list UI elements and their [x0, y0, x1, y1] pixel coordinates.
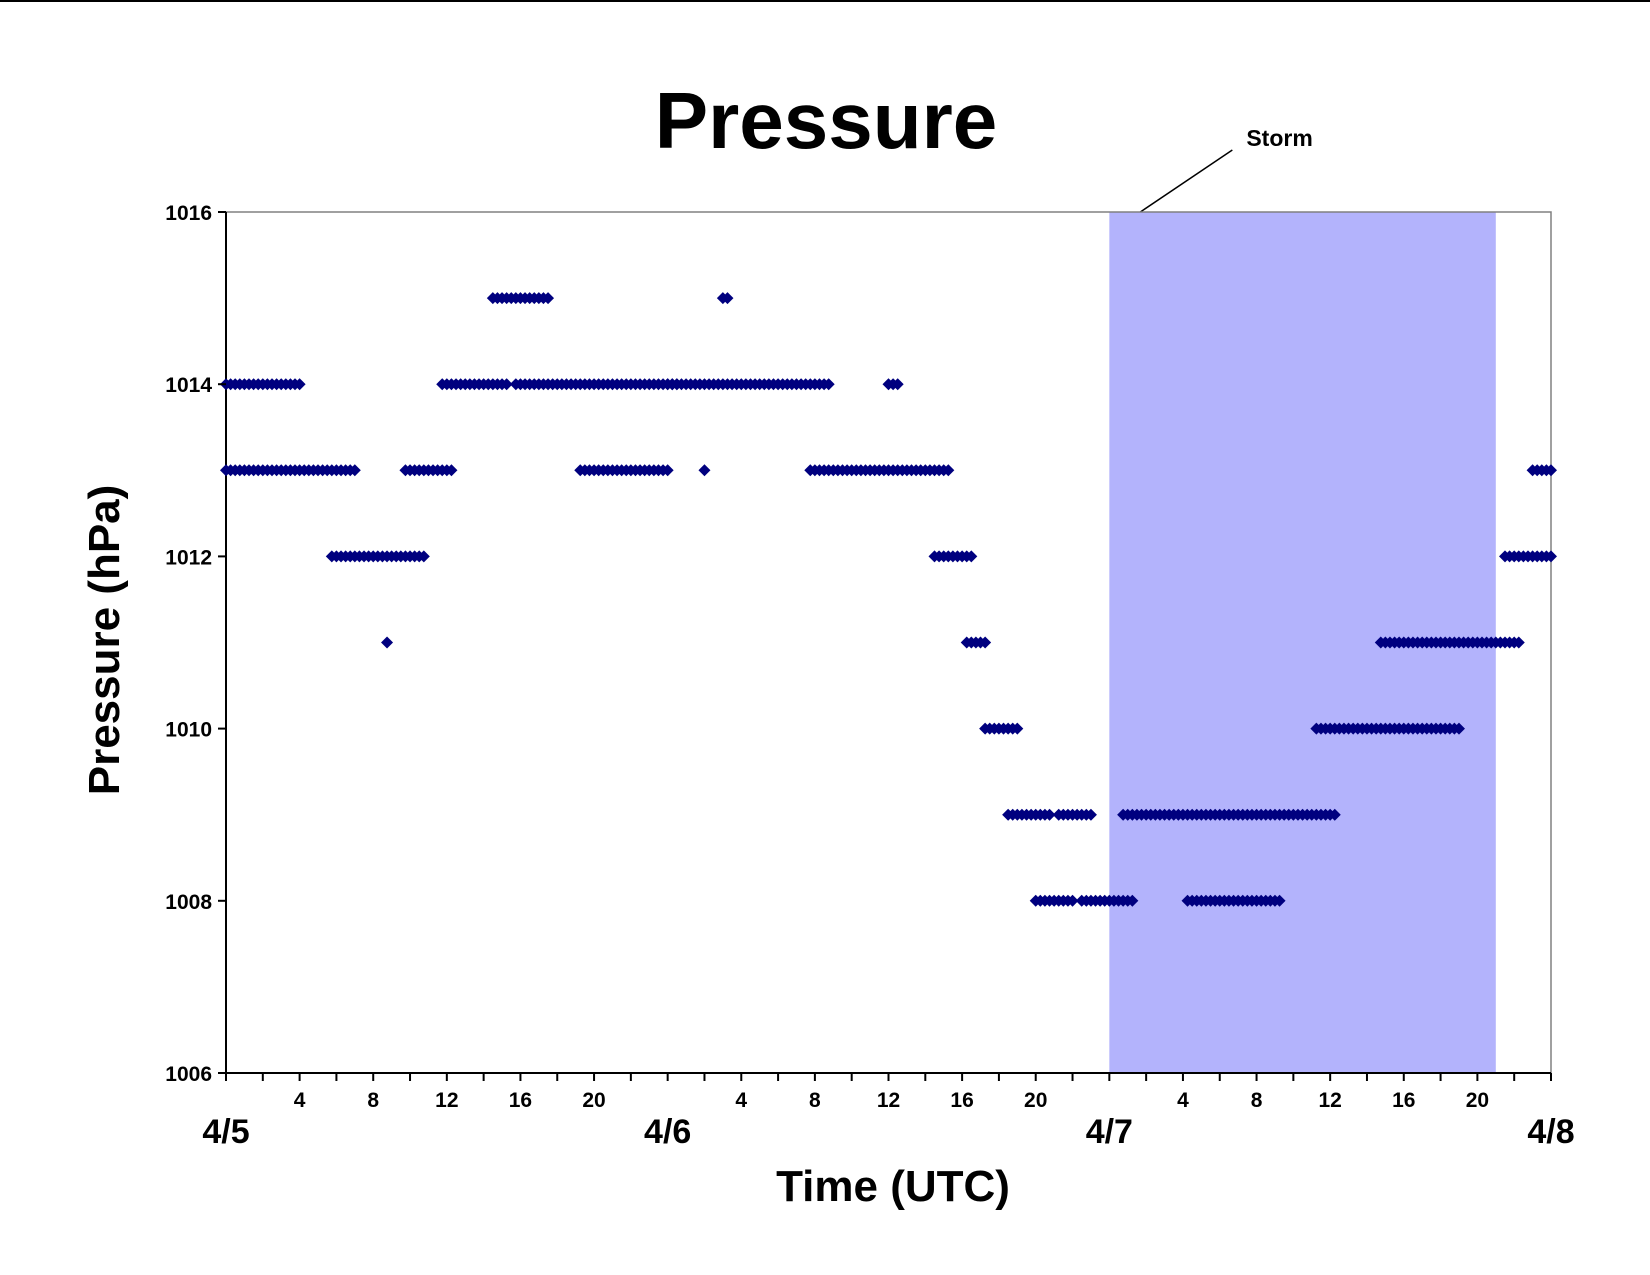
data-point	[1273, 894, 1286, 907]
x-hour-label: 12	[1318, 1089, 1341, 1112]
y-axis-title: Pressure (hPa)	[80, 485, 129, 796]
x-date-labels: 4/5 4/6 4/7 4/8	[202, 1113, 1574, 1151]
x-hour-label: 4	[294, 1089, 306, 1112]
x-axis-title: Time (UTC)	[776, 1162, 1010, 1211]
data-point	[500, 378, 513, 391]
x-hour-label: 16	[509, 1089, 532, 1112]
data-point	[381, 636, 394, 649]
x-hour-label: 12	[435, 1089, 458, 1112]
data-point	[1084, 808, 1097, 821]
data-points	[220, 292, 1557, 907]
data-point	[293, 378, 306, 391]
data-point	[417, 550, 430, 563]
data-point	[542, 292, 555, 305]
x-hour-label: 20	[582, 1089, 605, 1112]
data-point	[979, 636, 992, 649]
data-point	[721, 292, 734, 305]
data-point	[1545, 550, 1557, 563]
data-point	[698, 464, 711, 477]
x-hour-label: 20	[1024, 1089, 1047, 1112]
top-border-line	[0, 0, 1650, 2]
data-point	[348, 464, 361, 477]
data-point	[822, 378, 835, 391]
chart-title: Pressure	[655, 76, 997, 165]
x-hour-label: 8	[1251, 1089, 1263, 1112]
x-hour-label: 4	[735, 1089, 747, 1112]
data-point	[1011, 722, 1024, 735]
x-hour-label: 8	[367, 1089, 379, 1112]
data-point	[1328, 808, 1341, 821]
y-axis-ticks: 1006 1008 1010 1012 1014 1016	[165, 202, 226, 1086]
x-date-label: 4/7	[1086, 1113, 1133, 1151]
storm-annotation-line	[1139, 149, 1233, 213]
y-tick-label: 1010	[165, 719, 212, 742]
x-hour-label: 16	[950, 1089, 973, 1112]
x-date-label: 4/5	[202, 1113, 249, 1151]
data-point	[445, 464, 458, 477]
data-point	[661, 464, 674, 477]
x-hour-label: 8	[809, 1089, 821, 1112]
data-point	[942, 464, 955, 477]
x-axis-ticks	[225, 1073, 1552, 1081]
y-tick-label: 1008	[165, 891, 212, 914]
y-tick-label: 1016	[165, 202, 212, 225]
y-tick-label: 1006	[165, 1063, 212, 1086]
data-point	[891, 378, 904, 391]
x-hour-label: 16	[1392, 1089, 1415, 1112]
data-point	[1545, 464, 1557, 477]
x-hour-label: 20	[1466, 1089, 1489, 1112]
data-point	[1512, 636, 1525, 649]
data-point	[1452, 722, 1465, 735]
x-date-label: 4/6	[644, 1113, 691, 1151]
data-point	[965, 550, 978, 563]
data-point	[1126, 894, 1139, 907]
data-point	[1043, 808, 1056, 821]
x-date-label: 4/8	[1527, 1113, 1574, 1151]
y-tick-label: 1014	[165, 374, 212, 397]
storm-annotation-label: Storm	[1246, 125, 1312, 151]
x-hour-label: 4	[1177, 1089, 1189, 1112]
data-point	[1066, 894, 1079, 907]
y-tick-label: 1012	[165, 546, 212, 569]
x-hour-label: 12	[877, 1089, 900, 1112]
x-hour-labels: 4 8 12 16 20 4 8 12 16 20 4 8 12 16 20	[294, 1089, 1489, 1112]
